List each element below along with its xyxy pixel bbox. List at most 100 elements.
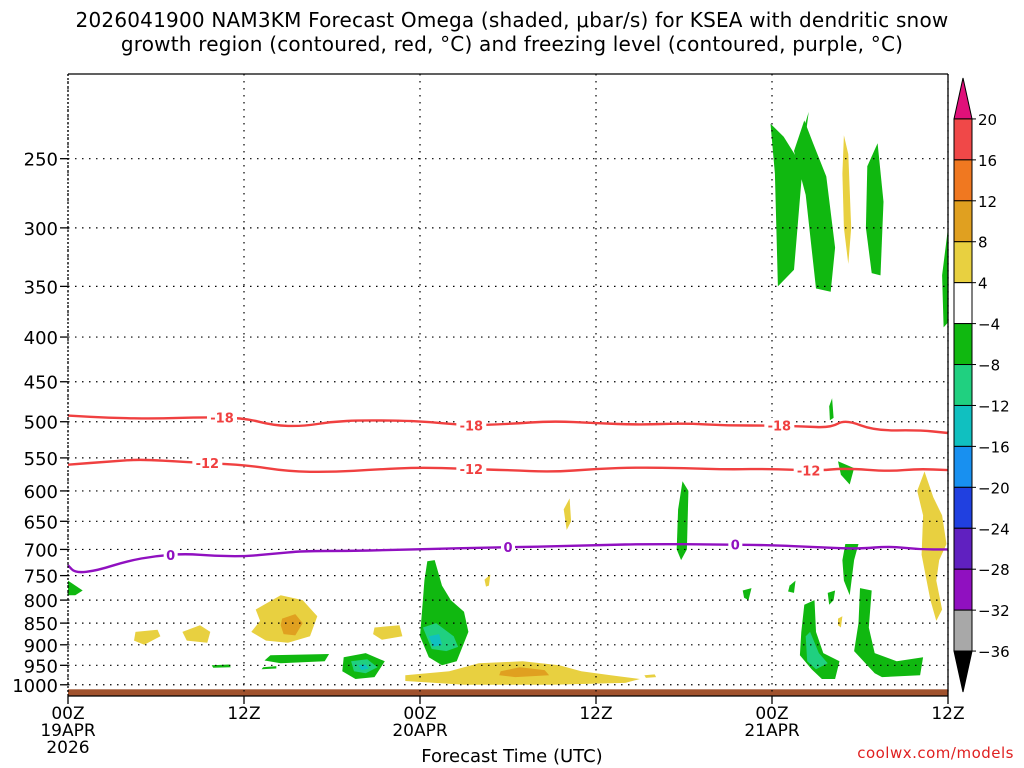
colorbar-label: −20: [978, 479, 1010, 497]
omega-region: [742, 588, 752, 601]
colorbar-swatch: [953, 364, 973, 406]
x-tick-label: 12Z: [931, 704, 964, 724]
x-tick-label: 00Z: [755, 704, 788, 724]
contour-label-bg: [192, 455, 223, 471]
y-tick-label: 450: [24, 373, 58, 394]
contour-label-bg: [728, 536, 743, 552]
omega-region: [842, 135, 852, 264]
omega-region: [211, 664, 231, 668]
y-tick-label: 800: [24, 591, 58, 612]
colorbar-label: −36: [978, 643, 1010, 661]
contour-layer: -18 -18 -18 -12 -12 -12 0 0 0: [67, 409, 949, 574]
omega-region: [261, 666, 277, 670]
omega-region: [358, 664, 369, 671]
colorbar-bottom-arrow: [953, 650, 973, 693]
omega-region: [134, 629, 161, 645]
y-tick-label: 700: [24, 540, 58, 561]
y-tick-label: 1000: [12, 676, 58, 697]
y-tick-label: 250: [24, 150, 58, 171]
contour-label-bg: [501, 539, 515, 555]
colorbar-swatch: [953, 118, 973, 161]
colorbar-label: 8: [978, 234, 988, 252]
x-tick-label: 00Z: [51, 704, 84, 724]
contour-label-bg: [456, 417, 487, 433]
colorbar-swatch: [953, 527, 973, 570]
colorbar-swatch: [953, 486, 973, 529]
colorbar-swatch: [953, 404, 973, 447]
x-tick-label: 12Z: [579, 704, 612, 724]
omega-region: [917, 471, 947, 621]
colorbar-swatch: [953, 200, 973, 243]
x-tick-date: 19APR: [40, 721, 96, 741]
chart-title-line1: 2026041900 NAM3KM Forecast Omega (shaded…: [75, 8, 949, 32]
y-tick-label: 300: [24, 219, 58, 240]
colorbar-swatch: [953, 445, 973, 488]
axes-layer: 2503003504004505005506006507007508008509…: [12, 73, 965, 758]
x-tick-year: 2026: [46, 738, 89, 758]
omega-region: [842, 544, 859, 596]
x-tick-label: 12Z: [227, 704, 260, 724]
colorbar-swatch: [953, 323, 973, 366]
omega-region: [829, 398, 834, 421]
contour-label: -12: [797, 464, 821, 479]
y-tick-label: 550: [24, 449, 58, 470]
omega-region: [280, 614, 303, 636]
credit-text: coolwx.com/models: [857, 744, 1014, 762]
x-axis-label: Forecast Time (UTC): [421, 746, 603, 767]
y-tick-label: 950: [24, 656, 58, 677]
x-tick-date: 20APR: [392, 721, 448, 741]
colorbar-swatch: [953, 241, 973, 284]
contour-label: -12: [460, 463, 484, 478]
colorbar-swatch: [953, 282, 973, 325]
colorbar-label: −32: [978, 602, 1010, 620]
omega-region: [805, 631, 828, 670]
contour-label: -18: [768, 420, 792, 435]
omega-region: [563, 498, 572, 530]
colorbar-label: −24: [978, 520, 1010, 538]
contour-label: -18: [460, 419, 484, 434]
contour-line: [67, 542, 948, 574]
colorbar-swatch: [953, 159, 973, 202]
x-tick-label: 00Z: [403, 704, 436, 724]
colorbar: 20 16 12 8 4 −4 −8 −12 −16 −20 −24 −28 −32 −36: [953, 77, 1010, 693]
omega-region: [942, 227, 948, 328]
omega-region: [854, 588, 924, 678]
contour-line: [67, 414, 949, 435]
omega-region: [827, 590, 836, 605]
y-tick-label: 400: [24, 328, 58, 349]
y-tick-label: 650: [24, 512, 58, 533]
contour-label: -12: [196, 457, 220, 472]
contour-label-bg: [764, 417, 795, 433]
contour-label: 0: [166, 549, 175, 564]
colorbar-swatch: [953, 568, 973, 611]
omega-region: [838, 616, 843, 628]
contour-label-bg: [456, 461, 487, 477]
omega-region: [865, 143, 884, 276]
omega-region: [373, 625, 403, 640]
omega-region: [788, 580, 796, 593]
y-tick-label: 350: [24, 277, 58, 298]
colorbar-label: −8: [978, 357, 1000, 375]
colorbar-label: −16: [978, 438, 1010, 456]
colorbar-label: −28: [978, 561, 1010, 579]
contour-label-bg: [163, 546, 178, 562]
colorbar-label: 16: [978, 152, 997, 170]
y-tick-label: 900: [24, 636, 58, 657]
omega-region: [428, 634, 442, 647]
omega-region: [838, 461, 855, 485]
colorbar-label: −4: [978, 316, 1000, 334]
omega-region: [676, 481, 689, 561]
omega-region: [182, 625, 211, 643]
contour-label: 0: [503, 541, 512, 556]
contour-label-bg: [207, 409, 237, 425]
y-tick-label: 500: [24, 413, 58, 434]
contour-label-bg: [793, 462, 824, 478]
omega-region: [422, 623, 459, 652]
y-tick-label: 750: [24, 567, 58, 588]
omega-region: [484, 574, 491, 587]
colorbar-swatch: [953, 609, 973, 652]
x-tick-date: 21APR: [744, 721, 800, 741]
omega-region: [264, 654, 330, 664]
omega-region: [644, 674, 657, 678]
